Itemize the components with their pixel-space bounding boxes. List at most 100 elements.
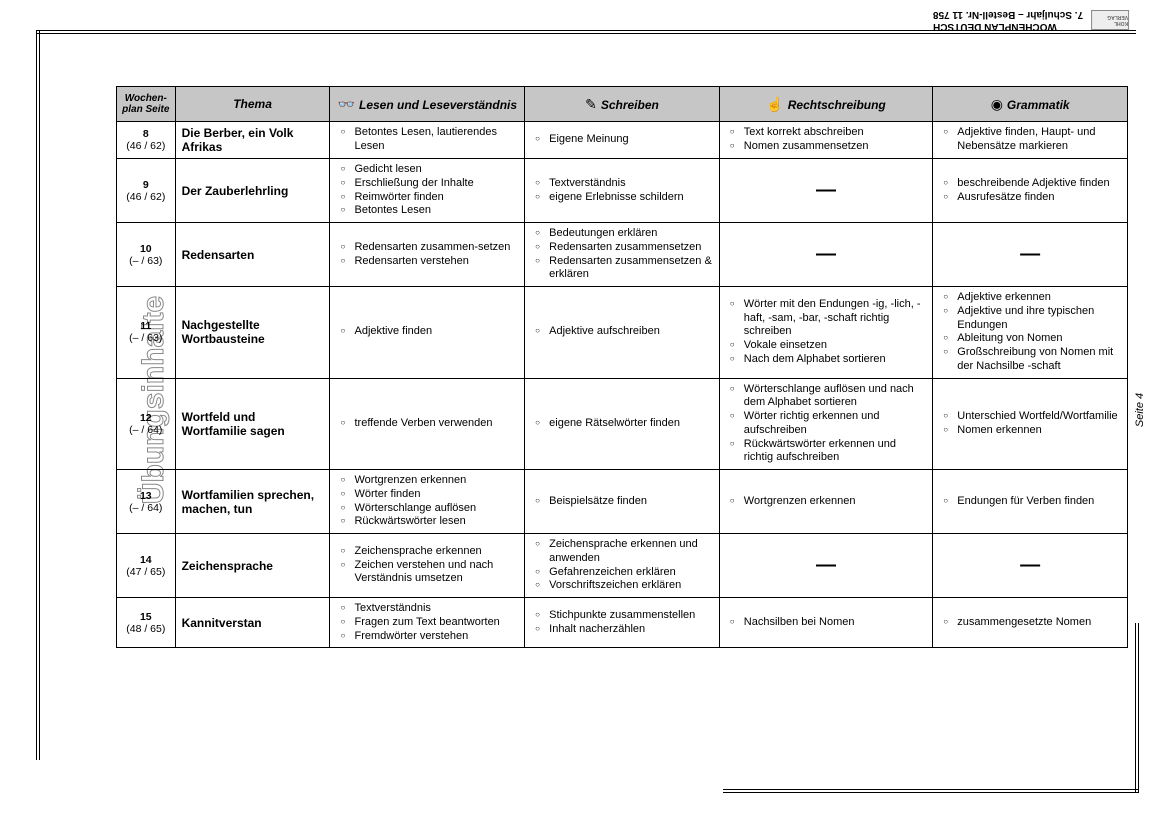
col-header-page: Wochen-plan Seite (117, 87, 176, 122)
item-list: TextverständnisFragen zum Text beantwort… (336, 602, 518, 643)
item-list: Betontes Lesen, lautierendes Lesen (336, 126, 518, 154)
thema-cell: Zeichensprache (175, 534, 330, 598)
list-item: Gefahrenzeichen erklären (541, 566, 713, 580)
table-row: 11(– / 63)Nachgestellte WortbausteineAdj… (117, 287, 1128, 379)
col-header-grammatik: ◉Grammatik (933, 87, 1128, 122)
list-item: Vorschriftszeichen erklären (541, 579, 713, 593)
list-item: Text korrekt abschreiben (736, 126, 927, 140)
col-header-rechtschreibung: ☝Rechtschreibung (719, 87, 933, 122)
list-item: Adjektive finden, Haupt- und Nebensätze … (949, 126, 1121, 154)
week-number: 9 (123, 179, 169, 191)
item-list: Adjektive finden, Haupt- und Nebensätze … (939, 126, 1121, 154)
item-list: zusammengesetzte Nomen (939, 616, 1121, 630)
list-item: Zeichensprache erkennen (346, 545, 518, 559)
list-item: Betontes Lesen, lautierendes Lesen (346, 126, 518, 154)
item-list: Wortgrenzen erkennen (726, 495, 927, 509)
list-item: Reimwörter finden (346, 191, 518, 205)
table-row: 14(47 / 65)ZeichenspracheZeichensprache … (117, 534, 1128, 598)
item-list: Bedeutungen erklären Redensarten zusammen… (531, 227, 713, 282)
item-list: Redensarten zusammen-setzenRedensarten v… (336, 241, 518, 269)
page-ref: (48 / 65) (126, 623, 165, 635)
item-list: Zeichensprache erkennenZeichen verstehen… (336, 545, 518, 586)
page-ref: (– / 63) (129, 255, 162, 267)
list-item: Nomen zusammensetzen (736, 140, 927, 154)
thema-cell: Wortfeld und Wortfamilie sagen (175, 378, 330, 470)
empty-cell: — (933, 534, 1128, 598)
item-list: Textverständniseigene Erlebnisse schilde… (531, 177, 713, 205)
list-item: Fragen zum Text beantworten (346, 616, 518, 630)
list-item: Unterschied Wortfeld/Wortfamilie (949, 410, 1121, 424)
week-number: 11 (123, 320, 169, 332)
list-item: Endungen für Verben finden (949, 495, 1121, 509)
list-item: Großschreibung von Nomen mit der Nachsil… (949, 346, 1121, 374)
week-number: 13 (123, 490, 169, 502)
item-list: treffende Verben verwenden (336, 417, 518, 431)
header-line2: 7. Schuljahr – Bestell-Nr. 11 758 (933, 9, 1083, 20)
page-ref: (46 / 62) (126, 140, 165, 152)
list-item: Zeichensprache erkennen und anwenden (541, 538, 713, 566)
list-item: Fremdwörter verstehen (346, 630, 518, 644)
header-line1: WOCHENPLAN DEUTSCH (933, 21, 1057, 32)
page-ref: (– / 64) (129, 424, 162, 436)
list-item: Adjektive und ihre typischen Endungen (949, 305, 1121, 333)
thema-cell: Der Zauberlehrling (175, 159, 330, 223)
list-item: Beispielsätze finden (541, 495, 713, 509)
item-list: beschreibende Adjektive findenAusrufesät… (939, 177, 1121, 205)
target-icon: ◉ (991, 96, 1003, 112)
item-list: Adjektive aufschreiben (531, 325, 713, 339)
table-row: 13(– / 64)Wortfamilien sprechen, machen,… (117, 470, 1128, 534)
thema-cell: Nachgestellte Wortbausteine (175, 287, 330, 379)
page-number: Seite 4 (1134, 393, 1146, 427)
week-number: 15 (123, 611, 169, 623)
list-item: Erschließung der Inhalte (346, 177, 518, 191)
page-header-flipped: KOHL VERLAG WOCHENPLAN DEUTSCH 7. Schulj… (933, 8, 1129, 32)
week-number: 12 (123, 412, 169, 424)
item-list: Nachsilben bei Nomen (726, 616, 927, 630)
frame-border-right (1135, 623, 1139, 793)
list-item: Eigene Meinung (541, 133, 713, 147)
glasses-icon: 👓 (338, 96, 355, 112)
list-item: Ausrufesätze finden (949, 191, 1121, 205)
list-item: eigene Rätselwörter finden (541, 417, 713, 431)
list-item: Redensarten zusammensetzen & erklären (541, 255, 713, 283)
thema-cell: Kannitverstan (175, 598, 330, 648)
list-item: Redensarten zusammen-setzen (346, 241, 518, 255)
page-cell: 9(46 / 62) (117, 159, 176, 223)
list-item: Zeichen verstehen und nach Verständnis u… (346, 559, 518, 587)
publisher-logo: KOHL VERLAG (1091, 10, 1129, 30)
week-number: 14 (123, 554, 169, 566)
hand-icon: ☝ (766, 96, 783, 112)
list-item: Textverständnis (346, 602, 518, 616)
col-header-thema: Thema (175, 87, 330, 122)
pen-icon: ✎ (585, 96, 597, 112)
item-list: Unterschied Wortfeld/WortfamilieNomen er… (939, 410, 1121, 438)
page-cell: 12(– / 64) (117, 378, 176, 470)
list-item: Wörter mit den Endungen -ig, -lich, -haf… (736, 298, 927, 339)
page-cell: 15(48 / 65) (117, 598, 176, 648)
item-list: Wortgrenzen erkennenWörter findenWörters… (336, 474, 518, 529)
list-item: Wörter finden (346, 488, 518, 502)
list-item: Rückwärtswörter erkennen und richtig auf… (736, 438, 927, 466)
item-list: eigene Rätselwörter finden (531, 417, 713, 431)
col-header-schreiben: ✎Schreiben (525, 87, 720, 122)
list-item: Adjektive aufschreiben (541, 325, 713, 339)
item-list: Stichpunkte zusammenstellenInhalt nacher… (531, 609, 713, 637)
item-list: Text korrekt abschreibenNomen zusammense… (726, 126, 927, 154)
list-item: treffende Verben verwenden (346, 417, 518, 431)
list-item: Betontes Lesen (346, 204, 518, 218)
item-list: Adjektive erkennenAdjektive und ihre typ… (939, 291, 1121, 374)
list-item: Bedeutungen erklären (541, 227, 713, 241)
list-item: Rückwärtswörter lesen (346, 515, 518, 529)
list-item: eigene Erlebnisse schildern (541, 191, 713, 205)
week-number: 10 (123, 243, 169, 255)
thema-cell: Wortfamilien sprechen, machen, tun (175, 470, 330, 534)
page-ref: (46 / 62) (126, 191, 165, 203)
list-item: Wörterschlange auflösen (346, 502, 518, 516)
empty-cell: — (933, 223, 1128, 287)
list-item: Redensarten verstehen (346, 255, 518, 269)
page-cell: 8(46 / 62) (117, 122, 176, 159)
page-cell: 14(47 / 65) (117, 534, 176, 598)
thema-cell: Die Berber, ein Volk Afrikas (175, 122, 330, 159)
list-item: Nomen erkennen (949, 424, 1121, 438)
list-item: Gedicht lesen (346, 163, 518, 177)
